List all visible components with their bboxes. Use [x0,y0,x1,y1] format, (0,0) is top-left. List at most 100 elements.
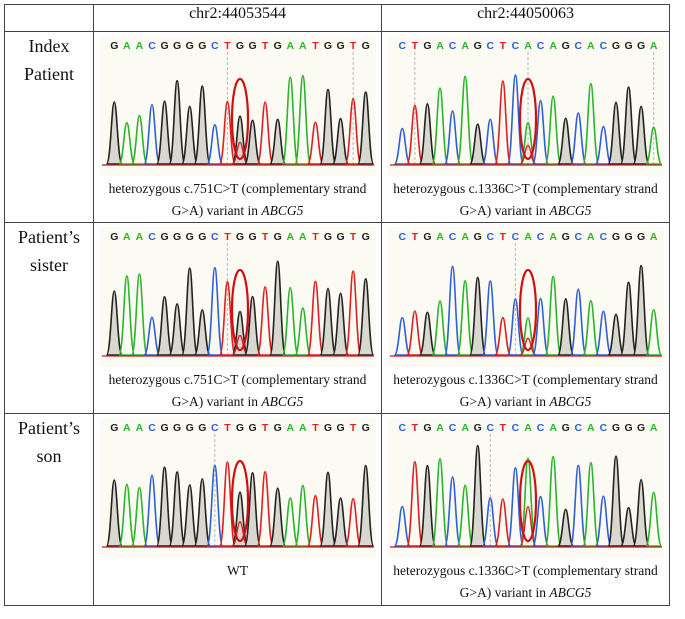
base-call-label: G [637,231,645,243]
base-call-label: C [211,231,219,243]
trace-peak [506,74,524,165]
trace-peak [493,498,511,547]
base-call-label: A [587,40,595,52]
trace-peak [155,100,173,165]
base-call-label: T [224,40,231,52]
trace-peak [556,298,574,356]
caption-line-2: G>A) variant in ABCG5 [94,391,381,413]
base-call-label: G [361,422,369,434]
trace-peak [632,478,650,547]
trace-peak [293,74,311,165]
trace-peak [468,123,486,165]
trace-peak [105,290,123,356]
base-call-label: G [248,422,256,434]
base-call-label: T [349,422,356,434]
row-label-patients-sister: Patient’s sister [4,222,94,414]
base-call-label: G [323,231,331,243]
header-locus-1: chr2:44053544 [93,4,382,32]
trace-peak [443,476,461,547]
trace-peak [456,484,474,547]
secondary-peak [231,334,248,356]
trace-peak [569,288,587,356]
trace-peak [581,299,599,356]
caption-line-1: heterozygous c.1336C>T (complementary st… [393,372,658,387]
base-call-label: G [611,422,619,434]
caption-line-2: G>A) variant in ABCG5 [382,391,669,413]
base-call-label: A [549,422,557,434]
trace-peak [344,97,362,165]
trace-peak [205,123,223,165]
trace-peak [180,105,198,165]
base-call-label: A [299,422,307,434]
base-call-label: G [235,231,243,243]
caption-line-1: WT [227,563,248,578]
trace-peak [256,470,274,547]
trace-peak [594,125,612,165]
trace-peak [218,461,236,547]
trace-peak [256,286,274,356]
trace-peak [243,295,261,356]
caption: heterozygous c.1336C>T (complementary st… [382,369,669,413]
trace-peak [556,117,574,165]
trace-peak [518,317,537,356]
caption-line-2: G>A) variant in ABCG5 [94,200,381,222]
trace-peak [644,491,662,547]
trace-peak [218,280,236,356]
base-call-label: G [361,40,369,52]
base-call-label: C [448,231,456,243]
trace-peak [180,484,198,547]
base-call-label: A [299,231,307,243]
base-call-label: G [160,40,168,52]
base-call-label: A [524,231,532,243]
chromatogram-table: chr2:44053544 chr2:44050063 Index Patien… [4,4,670,606]
base-call-label: G [624,422,632,434]
caption-prefix: G>A) variant in [171,394,262,409]
trace-peak [443,110,461,165]
trace-peak [456,280,474,356]
base-call-label: A [286,422,294,434]
trace-peak [130,273,148,356]
trace-peak [430,457,449,547]
trace-peak [606,101,625,165]
base-call-label: G [185,422,193,434]
trace-peak [594,495,612,547]
base-call-label: G [160,422,168,434]
caption-line-1: heterozygous c.1336C>T (complementary st… [393,563,658,578]
base-call-label: G [361,231,369,243]
trace-peak [205,464,223,547]
caption: heterozygous c.751C>T (complementary str… [94,178,381,222]
trace-peak [155,295,173,356]
trace-peak [506,298,524,356]
base-call-label: A [649,231,657,243]
base-call-label: A [286,231,294,243]
base-call-label: G [173,231,181,243]
base-call-label: C [599,231,607,243]
base-call-label: G [611,231,619,243]
base-call-label: C [486,422,494,434]
base-call-label: G [273,231,281,243]
base-call-label: G [248,40,256,52]
trace-peak [331,117,349,165]
trace-peak [581,461,599,547]
base-call-label: G [336,231,344,243]
base-call-label: T [499,231,506,243]
trace-peak [306,280,324,356]
base-call-label: G [423,231,431,243]
trace-peak [418,464,436,547]
base-call-label: G [423,40,431,52]
trace-peak [105,479,123,547]
base-call-label: G [423,422,431,434]
base-call-label: A [649,40,657,52]
base-call-label: T [499,40,506,52]
base-call-label: C [486,40,494,52]
trace-peak [356,278,374,356]
base-call-label: T [261,422,268,434]
base-call-label: G [185,231,193,243]
base-call-label: G [323,40,331,52]
base-call-label: G [185,40,193,52]
trace-peak [243,471,261,547]
base-call-label: T [224,422,231,434]
